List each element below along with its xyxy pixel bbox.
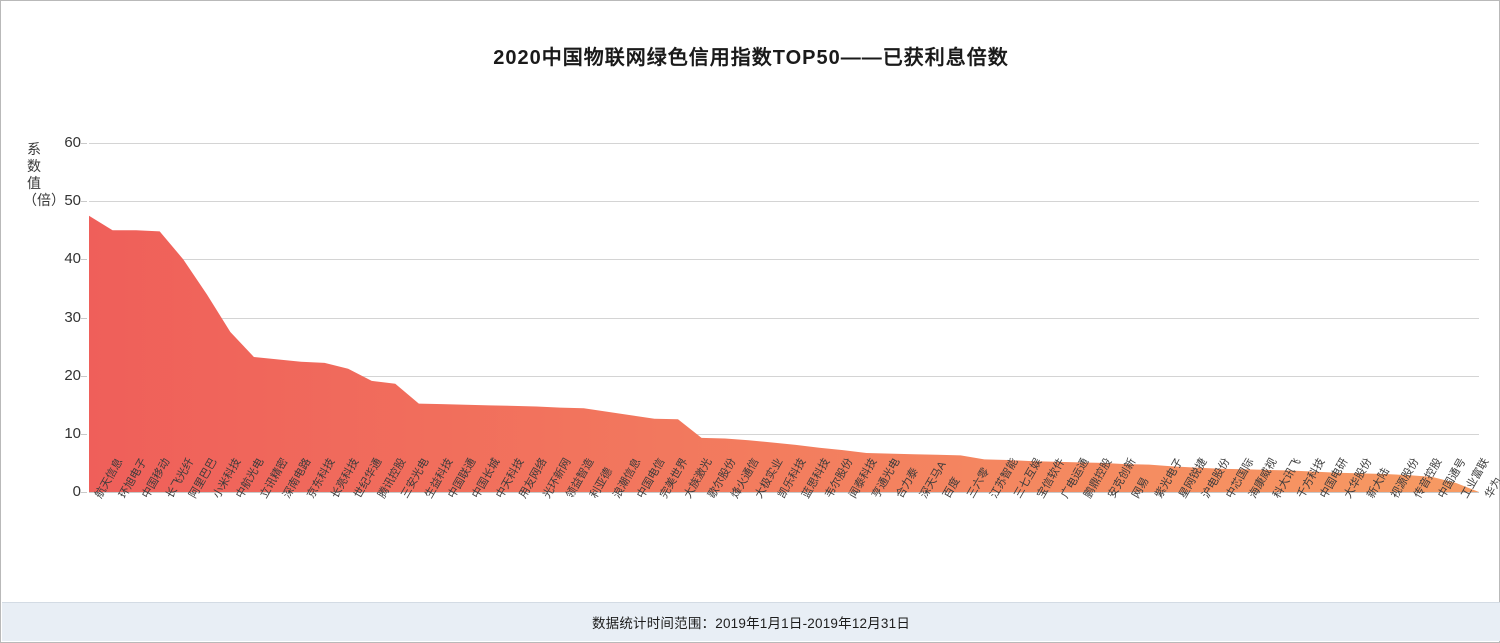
y-tick-mark-50	[81, 201, 87, 203]
y-axis-ticks: 0 10 20 30 40 50 60	[35, 134, 87, 500]
data-range-note: 数据统计时间范围：2019年1月1日-2019年12月31日	[591, 616, 911, 631]
y-tick-label-0: 0	[72, 483, 81, 500]
x-axis-label: 华为	[1483, 475, 1500, 501]
area-series	[89, 215, 1479, 492]
y-tick-label-60: 60	[64, 134, 81, 151]
y-tick-label-40: 40	[64, 250, 81, 268]
gridline-30	[89, 317, 1479, 319]
y-tick-label-30: 30	[64, 308, 81, 326]
y-tick-label-50: 50	[64, 192, 81, 210]
gridline-0	[89, 492, 1479, 493]
y-tick-label-20: 20	[64, 366, 81, 384]
y-tick-mark-10	[81, 433, 87, 435]
gridline-10	[89, 433, 1479, 435]
gridlines	[89, 143, 1479, 493]
plot-area	[89, 143, 1479, 493]
y-tick-mark-60	[81, 143, 87, 144]
y-tick-label-10: 10	[64, 424, 81, 442]
page-title: 2020中国物联网绿色信用指数TOP50——已获利息倍数	[493, 47, 1009, 69]
gridline-60	[89, 143, 1479, 144]
y-tick-mark-30	[81, 317, 87, 319]
y-tick-mark-20	[81, 375, 87, 377]
gridline-50	[89, 201, 1479, 203]
gridline-40	[89, 259, 1479, 261]
gridline-20	[89, 375, 1479, 377]
y-tick-mark-40	[81, 259, 87, 261]
y-tick-mark-0	[81, 492, 87, 493]
footer-note-bar: 数据统计时间范围：2019年1月1日-2019年12月31日	[2, 602, 1500, 641]
x-axis-labels: 航天信息 环旭电子 中国移动 长飞光纤 阿里巴巴 小米科技 中航光电 立讯精密 深南电路 京东科技…	[89, 456, 1500, 591]
